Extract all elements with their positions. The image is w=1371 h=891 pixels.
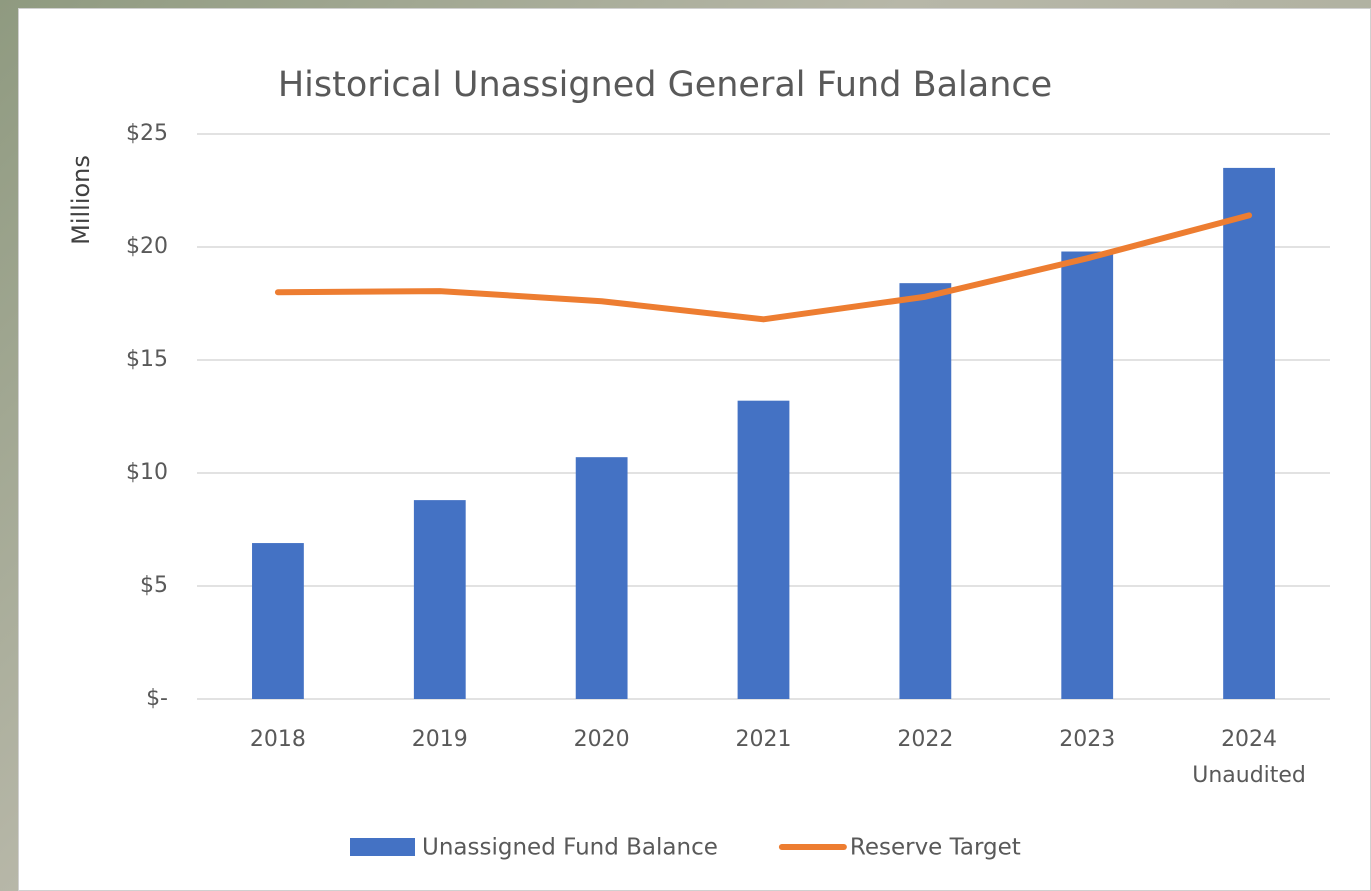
bar xyxy=(899,283,951,699)
bar xyxy=(576,457,628,699)
legend-label: Unassigned Fund Balance xyxy=(422,835,718,861)
bar xyxy=(1223,168,1275,699)
x-tick-label: 2021 xyxy=(684,722,844,758)
bar xyxy=(1061,252,1113,699)
legend-swatch xyxy=(350,838,415,856)
y-tick-label: $20 xyxy=(126,234,168,259)
y-tick-label: $- xyxy=(146,686,168,711)
y-tick-label: $5 xyxy=(140,573,168,598)
bar xyxy=(414,500,466,699)
y-tick-label: $25 xyxy=(126,121,168,146)
page: Historical Unassigned General Fund Balan… xyxy=(0,0,1371,891)
y-axis-label: Millions xyxy=(67,155,95,245)
x-tick-label: 2023 xyxy=(1007,722,1167,758)
bar xyxy=(738,401,790,699)
x-tick-label: 2024 Unaudited xyxy=(1169,722,1329,794)
x-tick-label: 2018 xyxy=(198,722,358,758)
legend-label: Reserve Target xyxy=(850,835,1021,861)
y-tick-label: $10 xyxy=(126,460,168,485)
x-tick-label: 2020 xyxy=(522,722,682,758)
x-tick-label: 2022 xyxy=(845,722,1005,758)
chart-title: Historical Unassigned General Fund Balan… xyxy=(278,65,1052,105)
x-tick-label: 2019 xyxy=(360,722,520,758)
y-tick-label: $15 xyxy=(126,347,168,372)
bar xyxy=(252,543,304,699)
